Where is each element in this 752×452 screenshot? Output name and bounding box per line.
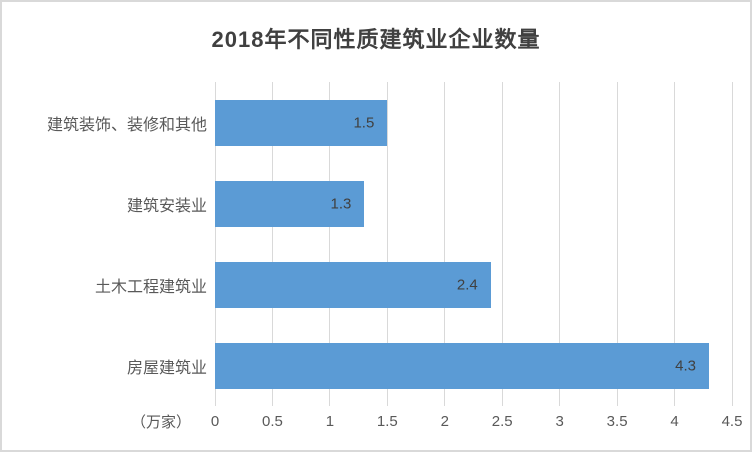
bar-value-label: 4.3	[675, 357, 697, 374]
gridline-1	[329, 82, 331, 406]
x-tick-label: 1.5	[376, 413, 398, 430]
category-label: 建筑安装业	[126, 197, 207, 215]
bars: 1.5 1.3 2.4 4.3	[215, 82, 732, 406]
gridline-0	[214, 82, 216, 406]
bar-建筑装饰、装修和其他: 1.5	[215, 99, 388, 146]
x-tick-label: 1	[325, 413, 335, 430]
gridline-2.5	[501, 82, 503, 406]
x-tick-label: 2.5	[491, 413, 513, 430]
gridline-1.5	[386, 82, 388, 406]
x-tick-label: 0	[210, 413, 220, 430]
gridline-3	[559, 82, 561, 406]
gridline-3.5	[616, 82, 618, 406]
bar-建筑安装业: 1.3	[215, 180, 365, 227]
x-tick-label: 3	[555, 413, 564, 430]
category-label: 土木工程建筑业	[94, 278, 207, 296]
bar-row: 1.5	[215, 82, 732, 163]
bar-value-label: 2.4	[456, 276, 478, 293]
bar-row: 4.3	[215, 325, 732, 406]
gridline-2	[444, 82, 446, 406]
bar-房屋建筑业: 4.3	[215, 342, 710, 389]
gridline-0.5	[271, 82, 273, 406]
gridline-4.5	[731, 82, 733, 406]
chart-title: 2018年不同性质建筑业企业数量	[211, 27, 541, 52]
x-axis-unit-label: （万家）	[131, 414, 192, 431]
plot-area: 1.5 1.3 2.4 4.3	[214, 82, 733, 406]
x-tick-label: 4.5	[721, 413, 743, 430]
gridlines	[214, 82, 733, 406]
x-tick-label: 2	[440, 413, 449, 430]
bar-row: 1.3	[215, 163, 732, 244]
x-tick-label: 3.5	[606, 413, 628, 430]
x-tick-label: 4	[670, 413, 679, 430]
x-tick-label: 0.5	[262, 413, 283, 430]
bar-土木工程建筑业: 2.4	[215, 261, 491, 308]
gridline-4	[674, 82, 676, 406]
y-axis-category-labels: 建筑装饰、装修和其他建筑安装业土木工程建筑业房屋建筑业	[8, 82, 207, 406]
bar-value-label: 1.3	[330, 195, 352, 212]
category-label: 房屋建筑业	[126, 359, 207, 377]
bar-value-label: 1.5	[353, 114, 375, 131]
category-label: 建筑装饰、装修和其他	[46, 116, 207, 134]
bar-row: 2.4	[215, 244, 732, 325]
x-axis-tick-labels: 0 0.5 1 1.5 2 2.5 3 3.5 4 4.5	[211, 413, 743, 435]
